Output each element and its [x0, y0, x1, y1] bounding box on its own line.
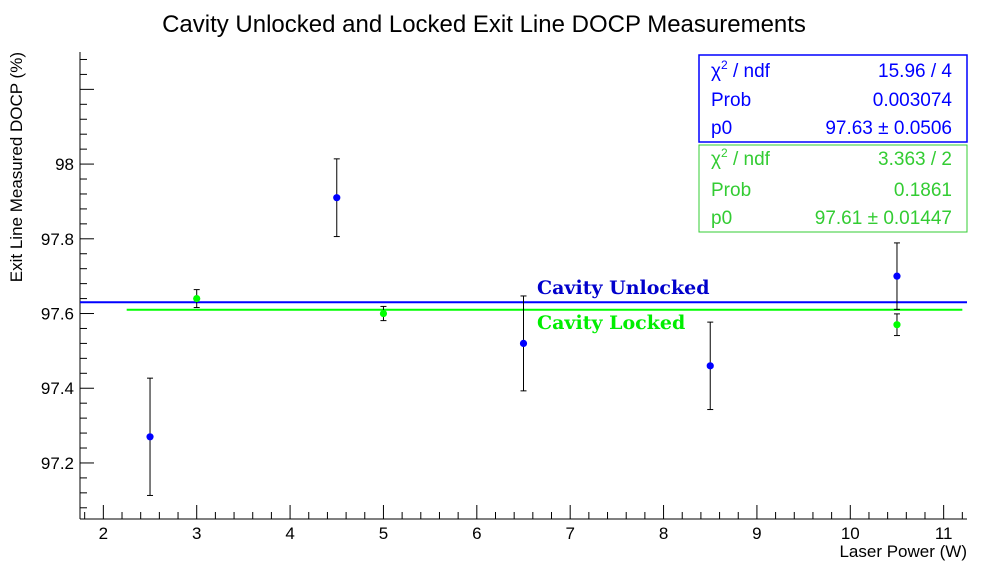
stats-chi2-value: 15.96 / 4 — [878, 61, 952, 82]
data-point-locked — [893, 321, 901, 329]
x-tick-label: 10 — [841, 524, 860, 543]
y-tick-label: 97.2 — [41, 454, 74, 473]
plot-frame — [79, 52, 967, 520]
y-tick-label: 97.4 — [41, 379, 74, 398]
stats-box-locked: χ2 / ndf 3.363 / 2 Prob 0.1861 p0 97.61 … — [698, 144, 968, 233]
y-tick-label: 98 — [55, 155, 74, 174]
x-tick-label: 4 — [285, 524, 294, 543]
x-tick-label: 8 — [659, 524, 668, 543]
y-axis-ticks: 97.2 97.4 97.6 97.8 98 — [41, 58, 94, 509]
stats-prob-label: Prob — [711, 180, 751, 201]
stats-p0-label: p0 — [711, 208, 732, 229]
y-axis-label: Exit Line Measured DOCP (%) — [7, 52, 26, 282]
data-point-locked — [193, 294, 201, 303]
x-tick-label: 2 — [99, 524, 108, 543]
data-points — [146, 158, 901, 496]
data-point-locked — [379, 309, 388, 318]
stats-p0-value: 97.63 ± 0.0506 — [825, 118, 952, 139]
chart-title: Cavity Unlocked and Locked Exit Line DOC… — [162, 11, 806, 38]
x-axis-ticks: 2 3 4 5 6 7 8 9 10 11 — [84, 505, 963, 543]
annotation-locked-label: Cavity Locked — [537, 312, 685, 334]
y-tick-label: 97.8 — [41, 230, 74, 249]
annotation-unlocked-label: Cavity Unlocked — [537, 277, 710, 299]
stats-prob-value: 0.1861 — [894, 180, 952, 201]
stats-prob-label: Prob — [711, 90, 751, 111]
y-tick-label: 97.6 — [41, 305, 74, 324]
stats-chi2-label: χ2 / ndf — [711, 146, 771, 170]
x-tick-label: 9 — [752, 524, 761, 543]
stats-chi2-value: 3.363 / 2 — [878, 149, 952, 170]
data-point-unlocked — [146, 433, 154, 441]
x-axis-label: Laser Power (W) — [839, 542, 967, 561]
stats-p0-label: p0 — [711, 118, 732, 139]
x-tick-label: 6 — [472, 524, 481, 543]
x-tick-label: 11 — [935, 524, 953, 543]
data-point-unlocked — [706, 362, 714, 370]
stats-chi2-label: χ2 / ndf — [711, 58, 771, 82]
annotation-unlocked: Cavity Unlocked — [537, 277, 710, 299]
data-point-unlocked — [519, 339, 528, 348]
data-point-unlocked — [893, 272, 901, 280]
annotation-locked: Cavity Locked — [537, 312, 685, 334]
stats-prob-value: 0.003074 — [873, 90, 953, 111]
x-tick-label: 7 — [565, 524, 574, 543]
stats-box-unlocked: χ2 / ndf 15.96 / 4 Prob 0.003074 p0 97.6… — [698, 54, 968, 143]
stats-p0-value: 97.61 ± 0.01447 — [815, 208, 952, 229]
data-point-unlocked — [333, 194, 341, 202]
x-tick-label: 5 — [379, 524, 388, 543]
x-tick-label: 3 — [192, 524, 201, 543]
